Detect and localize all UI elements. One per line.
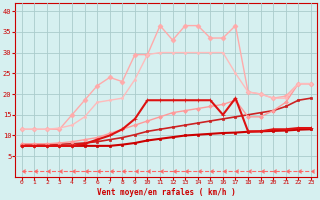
- X-axis label: Vent moyen/en rafales ( km/h ): Vent moyen/en rafales ( km/h ): [97, 188, 236, 197]
